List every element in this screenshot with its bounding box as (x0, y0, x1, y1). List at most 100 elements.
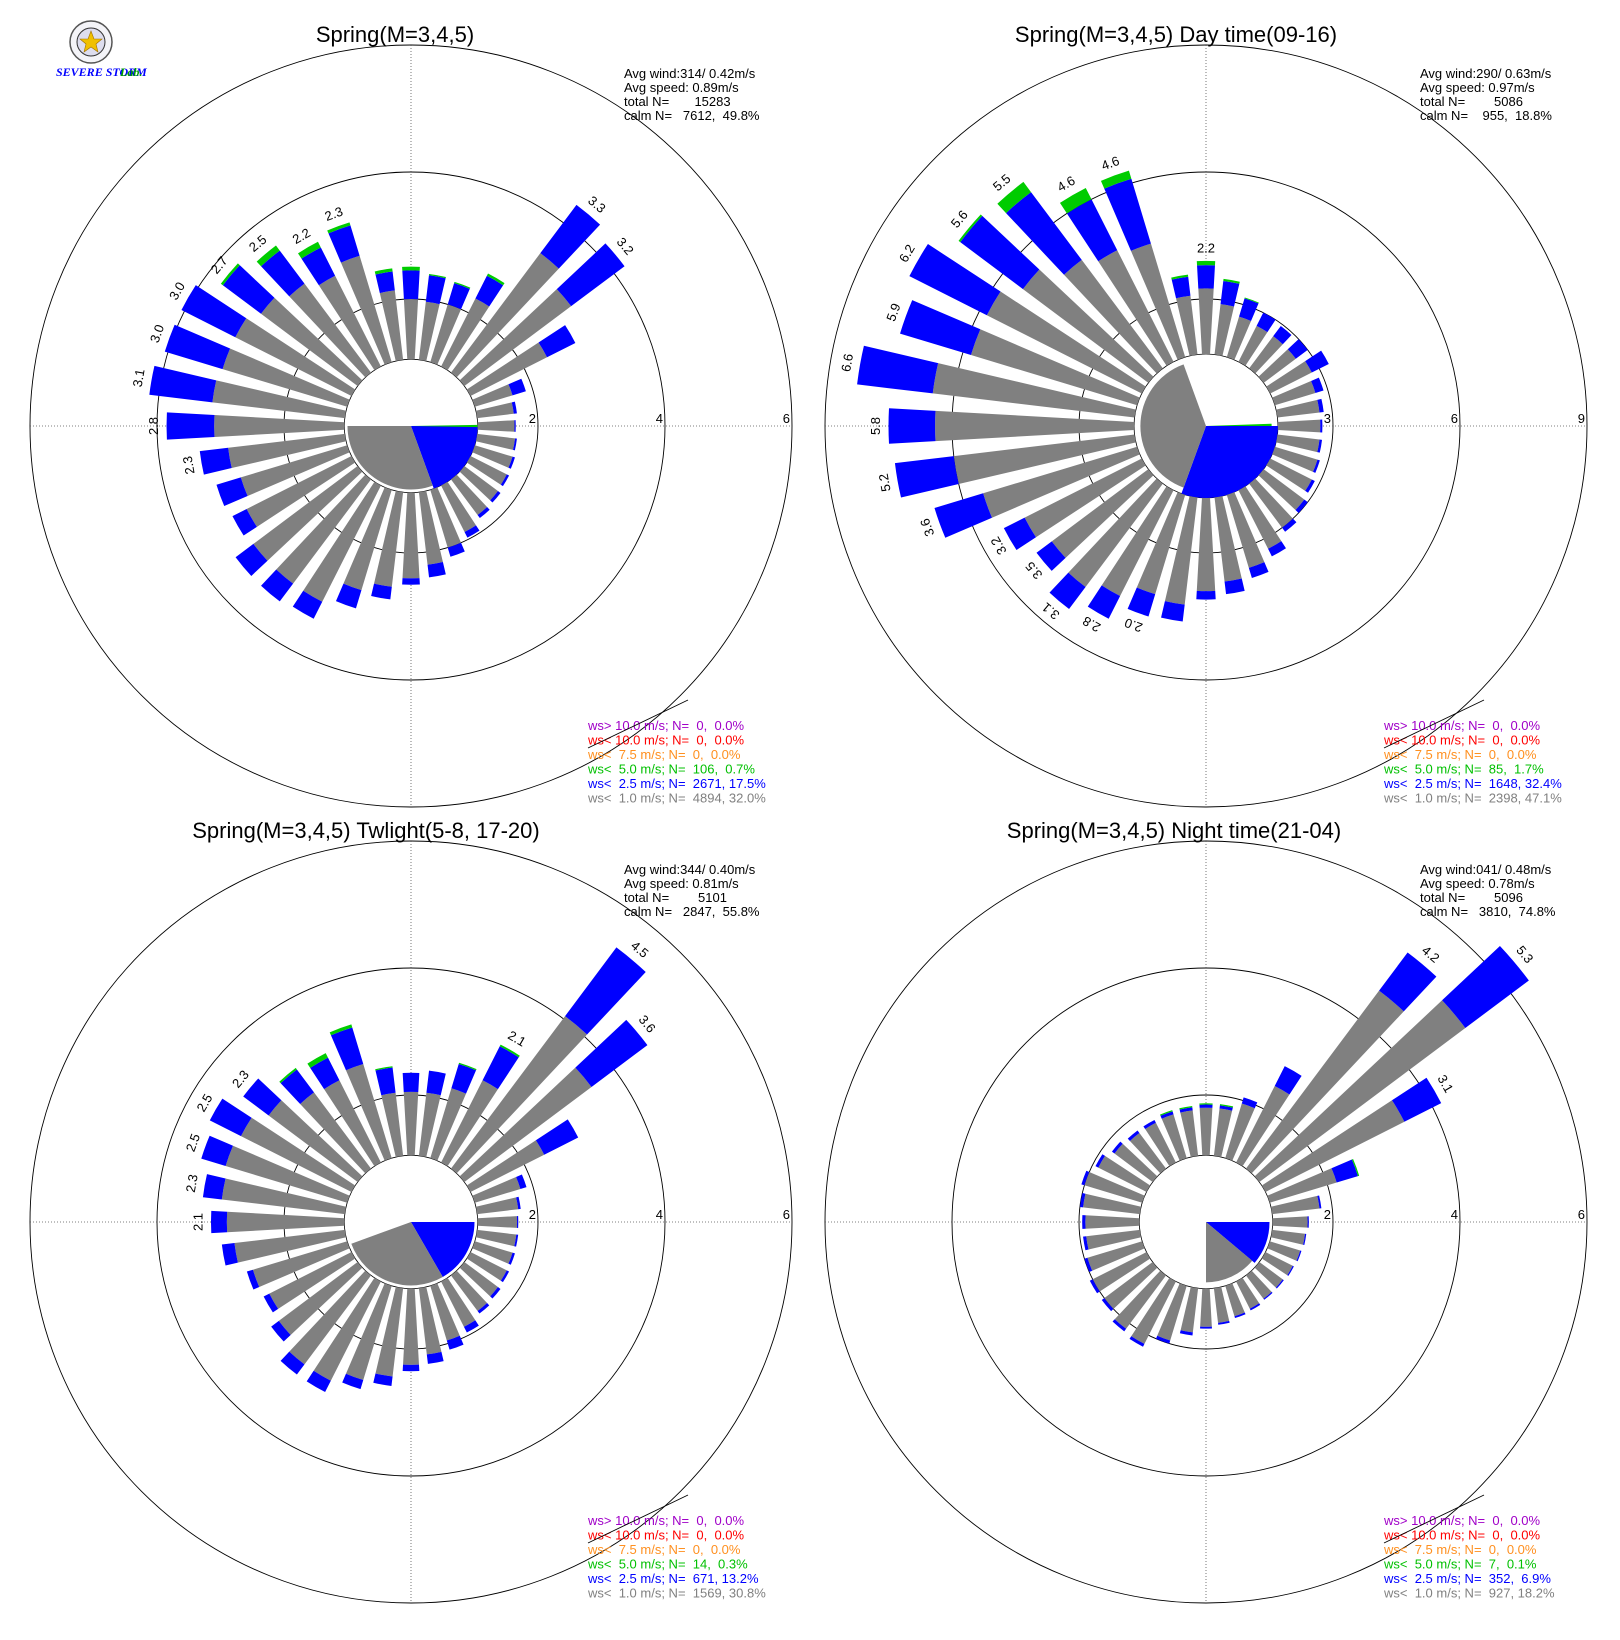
bar-320-blue (1006, 192, 1082, 275)
bar-50-blue (575, 1019, 648, 1087)
bar-120-blue (1305, 479, 1315, 493)
bar-180-blue (1200, 1326, 1212, 1329)
bar-40-gray (450, 1016, 588, 1174)
bar-60-blue (1391, 1077, 1442, 1122)
bar-20-gray (430, 304, 462, 365)
legend-entry: ws> 10.0 m/s; N= 0, 0.0% (587, 1513, 745, 1528)
bar-200-gray (1157, 1283, 1187, 1341)
chart-title: Spring(M=3,4,5) Twlight(5-8, 17-20) (192, 818, 539, 843)
bar-30-blue (475, 275, 504, 307)
bar-220-gray (1114, 1270, 1167, 1329)
bar-270-blue (1082, 1215, 1086, 1229)
bar-0-gray (403, 299, 419, 360)
bar-280-gray (1083, 1193, 1142, 1215)
bar-150-blue (464, 525, 480, 538)
stats-line: Avg wind:290/ 0.63m/s (1420, 66, 1552, 81)
bar-310-green (220, 263, 240, 286)
bar-110-gray (1267, 1241, 1301, 1261)
bar-280-gray (932, 363, 1136, 418)
bar-300-gray (986, 291, 1146, 394)
bar-80-gray (1276, 399, 1320, 418)
bar-value-label: 3.5 (1022, 559, 1045, 582)
bar-310-gray (1114, 1143, 1158, 1183)
ring-label: 4 (656, 1207, 663, 1222)
bar-350-gray (1176, 295, 1198, 356)
bar-190-gray (1180, 1286, 1199, 1333)
bar-80-blue (516, 1196, 521, 1210)
bar-310-gray (268, 1100, 363, 1183)
stats-line: Avg wind:314/ 0.42m/s (624, 66, 756, 81)
legend-strike (587, 1494, 689, 1544)
bar-220-blue (261, 569, 294, 602)
bar-220-blue (1112, 1319, 1127, 1332)
bar-150-blue (1268, 541, 1286, 557)
bar-190-gray (1164, 496, 1198, 605)
bar-260-blue (221, 1243, 238, 1266)
bar-340-gray (1161, 1114, 1187, 1161)
bar-160-blue (1248, 562, 1269, 578)
bar-270-gray (935, 410, 1135, 442)
legend-entry: ws< 1.0 m/s; N= 4894, 32.0% (587, 791, 766, 806)
ring-label: 6 (783, 1207, 790, 1222)
bar-190-gray (375, 1286, 404, 1377)
bar-300-blue (181, 285, 247, 338)
bar-320-gray (1129, 1133, 1167, 1174)
bar-130-gray (459, 1261, 498, 1297)
bar-30-gray (441, 298, 490, 371)
stats-line: Avg wind:041/ 0.48m/s (1420, 862, 1552, 877)
bar-value-label: 4.6 (1055, 173, 1078, 195)
bar-170-blue (427, 562, 446, 578)
bar-350-blue (375, 1067, 396, 1096)
bar-value-label: 4.5 (628, 938, 651, 961)
bar-310-gray (261, 297, 363, 387)
bar-220-gray (276, 474, 372, 584)
bar-180-gray (402, 492, 420, 579)
stats-line: Avg speed: 0.97m/s (1420, 80, 1535, 95)
bar-160-gray (430, 1283, 460, 1341)
bar-250-gray (252, 1241, 350, 1288)
bar-230-gray (278, 1261, 363, 1336)
bar-50-blue (1442, 945, 1529, 1029)
bar-40-blue (1273, 326, 1292, 345)
bar-90-gray (1272, 1216, 1308, 1228)
bar-300-gray (235, 318, 356, 396)
bar-120-gray (1261, 1252, 1293, 1276)
bar-value-label: 2.2 (1197, 240, 1215, 255)
logo-star-icon (79, 30, 103, 53)
bar-220-gray (289, 1270, 372, 1365)
bar-240-blue (263, 1293, 279, 1313)
bar-270-blue (210, 1210, 228, 1234)
bar-240-blue (1003, 517, 1036, 551)
bar-350-green (375, 1066, 393, 1071)
bar-180-blue (1196, 590, 1216, 600)
bar-value-label: 3.6 (917, 516, 937, 538)
bar-10-gray (1213, 1108, 1233, 1158)
legend-entry: ws< 7.5 m/s; N= 0, 0.0% (587, 747, 741, 762)
legend-entry: ws< 10.0 m/s; N= 0, 0.0% (587, 1528, 745, 1543)
bar-340-gray (340, 255, 392, 365)
calm-sector-green (1206, 423, 1272, 426)
bar-20-blue (451, 1063, 477, 1094)
bar-90-blue (1320, 419, 1323, 433)
bar-0-gray (1198, 288, 1214, 355)
bar-210-blue (306, 1370, 331, 1393)
bar-320-blue (1127, 1130, 1140, 1141)
bar-340-green (1159, 1110, 1173, 1116)
bar-330-blue (310, 1057, 340, 1090)
bar-100-gray (1270, 1229, 1305, 1245)
bar-250-gray (240, 445, 350, 497)
bar-100-blue (513, 438, 517, 451)
bar-170-blue (1224, 578, 1245, 595)
bar-330-blue (301, 247, 336, 286)
bar-200-blue (1127, 587, 1156, 617)
chart-title: Spring(M=3,4,5) Day time(09-16) (1015, 22, 1337, 47)
bar-20-blue (447, 283, 470, 310)
bar-210-gray (1131, 1277, 1176, 1344)
stats-line: Avg wind:344/ 0.40m/s (624, 862, 756, 877)
bar-60-blue (1305, 350, 1329, 373)
bar-130-blue (490, 491, 501, 503)
bar-230-gray (1104, 1261, 1158, 1309)
bar-170-gray (1214, 496, 1242, 582)
bar-value-label: 3.1 (130, 368, 148, 388)
bar-value-label: 3.3 (585, 193, 608, 216)
